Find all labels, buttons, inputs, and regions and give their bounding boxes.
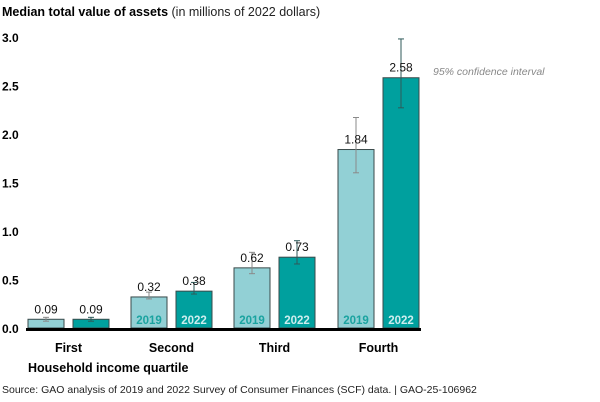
bar-year-label: 2019 (343, 315, 369, 327)
bar-2022-fourth (382, 77, 420, 329)
source-note: Source: GAO analysis of 2019 and 2022 Su… (2, 384, 477, 396)
data-label: 0.73 (285, 240, 309, 254)
bar-2019-fourth (337, 149, 375, 329)
x-category-label: Second (149, 341, 194, 355)
x-category-label: Fourth (359, 341, 399, 355)
x-category-label: Third (259, 341, 290, 355)
x-axis-title: Household income quartile (28, 361, 188, 375)
data-label: 0.62 (240, 251, 264, 265)
y-tick-label: 0.0 (2, 322, 19, 336)
data-label: 0.32 (137, 280, 161, 294)
chart-title-main: Median total value of assets (2, 5, 169, 19)
y-tick-label: 1.0 (2, 225, 19, 239)
y-tick-label: 1.5 (2, 177, 19, 191)
chart-subtitle: (in millions of 2022 dollars) (171, 5, 321, 19)
confidence-interval-annotation: 95% confidence interval (433, 66, 545, 78)
data-label: 2.58 (389, 61, 413, 75)
bar-year-label: 2019 (136, 315, 162, 327)
y-tick-label: 0.5 (2, 274, 19, 288)
data-label: 0.38 (182, 274, 206, 288)
bar-year-label: 2022 (284, 315, 310, 327)
data-label: 0.09 (79, 302, 103, 316)
x-category-label: First (55, 341, 83, 355)
y-tick-label: 2.5 (2, 80, 19, 94)
y-tick-label: 3.0 (2, 31, 19, 45)
data-label: 1.84 (344, 133, 368, 147)
bar-year-label: 2022 (181, 315, 207, 327)
chart-title: Median total value of assets (in million… (2, 5, 320, 19)
bar-year-label: 2022 (388, 315, 414, 327)
bar-2019-third (233, 267, 271, 329)
y-tick-label: 2.0 (2, 128, 19, 142)
bar-chart: 0.0 0.5 1.0 1.5 2.0 2.5 3.0 0.09 0.09 First 0.32 20… (2, 31, 545, 375)
data-label: 0.09 (34, 302, 58, 316)
bar-year-label: 2019 (239, 315, 265, 327)
